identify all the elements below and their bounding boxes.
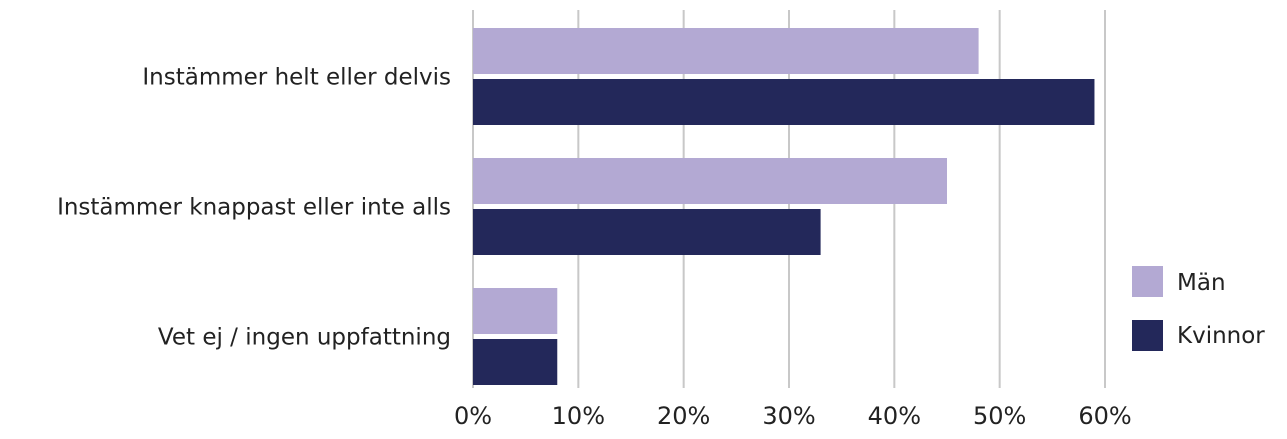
legend-swatch-kvinnor bbox=[1132, 320, 1163, 351]
bar-man-category-1 bbox=[473, 28, 979, 74]
bar-kvinnor-category-3 bbox=[473, 339, 558, 385]
legend: Män Kvinnor bbox=[1132, 266, 1265, 351]
bar-man-category-3 bbox=[473, 288, 558, 334]
legend-label-kvinnor: Kvinnor bbox=[1177, 323, 1265, 349]
category-label-2: Instämmer knappast eller inte alls bbox=[57, 195, 451, 221]
x-tick-label-20: 20% bbox=[657, 402, 710, 430]
bars bbox=[473, 28, 1095, 385]
legend-label-man: Män bbox=[1177, 270, 1226, 296]
legend-swatch-man bbox=[1132, 266, 1163, 297]
category-label-1: Instämmer helt eller delvis bbox=[142, 65, 451, 91]
x-tick-label-40: 40% bbox=[868, 402, 921, 430]
category-label-3: Vet ej / ingen uppfattning bbox=[158, 325, 451, 351]
category-labels: Instämmer helt eller delvis Instämmer kna… bbox=[57, 65, 451, 351]
x-tick-label-0: 0% bbox=[454, 402, 492, 430]
bar-kvinnor-category-2 bbox=[473, 209, 821, 255]
x-tick-label-30: 30% bbox=[762, 402, 815, 430]
x-tick-label-50: 50% bbox=[973, 402, 1026, 430]
bar-man-category-2 bbox=[473, 158, 947, 204]
x-tick-label-60: 60% bbox=[1078, 402, 1131, 430]
bar-kvinnor-category-1 bbox=[473, 79, 1095, 125]
x-axis-tick-labels: 0% 10% 20% 30% 40% 50% 60% bbox=[454, 402, 1132, 430]
x-tick-label-10: 10% bbox=[552, 402, 605, 430]
